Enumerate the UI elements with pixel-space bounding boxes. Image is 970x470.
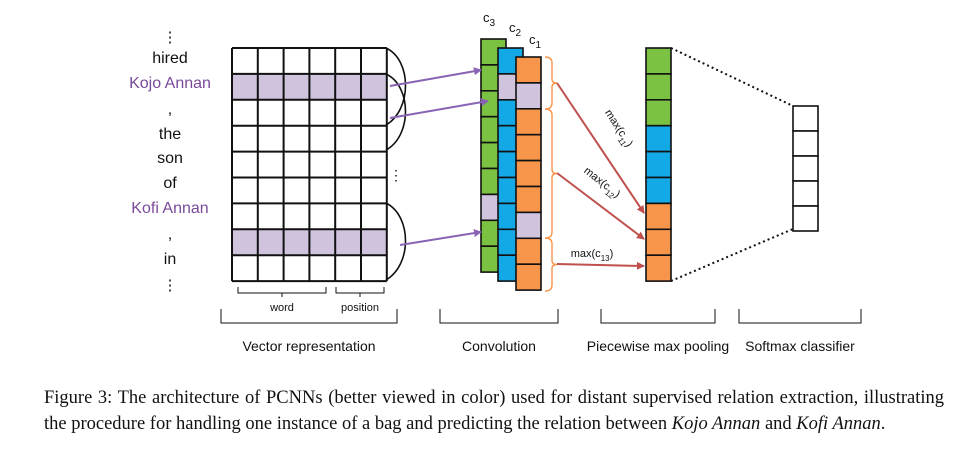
pcnn-architecture-figure: ⋮ hired Kojo Annan, the son of Kofi Annan, in ⋮ ⋮… [129,10,862,354]
caption-end: . [880,414,886,434]
filter-label: c3 [483,10,496,29]
dotted-connector [670,47,794,107]
max-label: max(c11) [600,108,635,151]
conv-cell [515,56,542,84]
softmax-cell [792,105,819,132]
arrow-to-convolution [389,98,489,119]
conv-cell [515,263,542,291]
pooling-section-label: Piecewise max pooling [587,338,729,354]
ellipsis-vertical: ⋮ [389,167,403,183]
window-arc [385,73,407,151]
max-label: max(c13) [571,248,614,263]
sentence-word: the [159,126,181,143]
position-brace [335,287,385,297]
pooled-cell [645,73,672,101]
segment-brace [544,108,558,239]
window-arc [385,47,407,126]
pooled-cell [645,124,672,153]
softmax-section-label: Softmax classifier [745,338,855,354]
sentence-word: of [163,175,177,192]
word-label: word [269,302,294,314]
caption-lead: Figure 3: The architecture of PCNNs (bet… [44,388,944,434]
softmax-cell [792,130,819,157]
sentence-word: in [164,251,176,268]
conv-cell [515,211,542,240]
caption-entity-1: Kojo Annan [671,414,761,434]
caption-entity-2: Kofi Annan [796,414,881,434]
arrow-to-convolution [389,67,482,87]
section-brace [600,309,716,324]
caption-conj: and [764,414,792,434]
arrow-to-convolution [399,229,482,246]
conv-cell [515,82,542,110]
position-label: position [341,302,379,314]
sentence-word: , [168,226,172,243]
ellipsis-vertical: ⋮ [163,29,178,46]
vector-section-label: Vector representation [242,338,375,354]
softmax-cell [792,205,819,232]
convolution-section-label: Convolution [462,338,536,354]
sentence-word: hired [152,50,188,67]
pooled-cell [645,202,672,231]
ellipsis-vertical: ⋮ [163,277,178,294]
section-brace [220,309,398,324]
softmax-cell [792,155,819,182]
conv-cell [515,237,542,266]
window-arc [385,202,407,281]
conv-cell [515,133,542,162]
sentence-word: , [168,101,172,118]
pooled-cell [645,176,672,205]
word-brace [237,287,327,297]
filter-label: c2 [509,20,522,39]
pooled-cell [645,254,672,282]
dotted-connector [670,228,794,282]
arrow-to-pooling [556,82,645,214]
segment-brace [544,56,558,110]
pooled-cell [645,150,672,179]
section-brace [738,309,862,324]
pooled-cell [645,47,672,75]
filter-label: c1 [529,32,542,51]
segment-brace [544,237,558,292]
arrow-to-pooling [556,172,645,240]
entity-word: Kofi Annan [131,200,208,217]
conv-cell [515,159,542,188]
entity-word: Kojo Annan [129,75,211,92]
pooled-cell [645,99,672,127]
sentence-word: son [157,150,183,167]
softmax-cell [792,180,819,207]
pooled-cell [645,228,672,257]
conv-cell [515,108,542,136]
conv-cell [515,185,542,214]
section-brace [439,309,559,324]
figure-caption: Figure 3: The architecture of PCNNs (bet… [44,385,944,437]
arrow-to-pooling [556,261,645,270]
